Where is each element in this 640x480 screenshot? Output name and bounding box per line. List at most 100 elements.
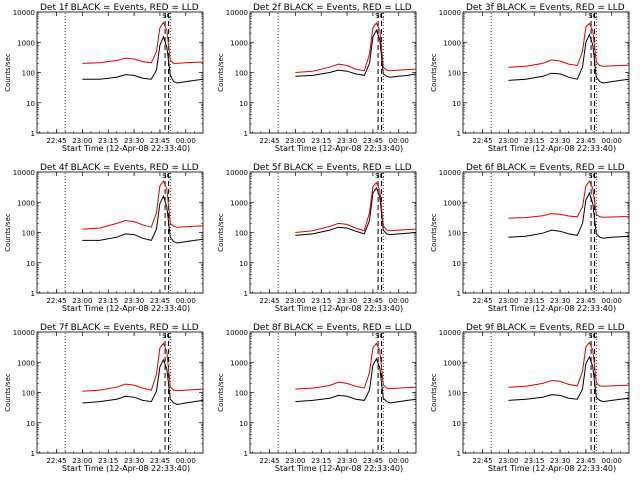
series-line-events bbox=[295, 28, 417, 78]
x-tick-label: 23:30 bbox=[337, 297, 357, 305]
y-axis-label: Counts/sec bbox=[4, 53, 12, 92]
panel-title: Det 9f BLACK = Events, RED = LLD bbox=[466, 323, 625, 333]
x-axis-label: Start Time (12-Apr-08 22:33:40) bbox=[488, 464, 616, 473]
series-line-lld bbox=[82, 342, 204, 392]
panel-title: Det 7f BLACK = Events, RED = LLD bbox=[40, 323, 199, 333]
series-line-lld bbox=[295, 342, 417, 390]
plot-frame bbox=[36, 171, 204, 294]
x-tick-label: 00:00 bbox=[176, 137, 196, 145]
series-line-events bbox=[508, 355, 630, 403]
x-tick-label: 23:30 bbox=[124, 137, 144, 145]
y-tick-label: 1000 bbox=[443, 359, 461, 367]
x-tick-label: 23:00 bbox=[72, 457, 92, 465]
y-tick-label: 1 bbox=[31, 450, 35, 458]
marker-label: SC bbox=[375, 332, 384, 340]
x-tick-label: 22:45 bbox=[259, 297, 279, 305]
x-tick-label: 00:00 bbox=[602, 297, 622, 305]
plot-frame bbox=[249, 331, 417, 454]
x-axis-label: Start Time (12-Apr-08 22:33:40) bbox=[488, 304, 616, 313]
y-tick-label: 100 bbox=[22, 230, 35, 238]
panel-title: Det 4f BLACK = Events, RED = LLD bbox=[40, 163, 199, 173]
series-line-lld bbox=[508, 341, 630, 388]
x-axis-label: Start Time (12-Apr-08 22:33:40) bbox=[275, 464, 403, 473]
series-line-lld bbox=[82, 21, 204, 64]
y-axis-label: Counts/sec bbox=[4, 213, 12, 252]
y-tick-label: 100 bbox=[235, 390, 248, 398]
x-tick-label: 23:30 bbox=[124, 297, 144, 305]
y-tick-label: 10000 bbox=[226, 9, 248, 17]
x-tick-label: 23:15 bbox=[311, 457, 331, 465]
y-tick-label: 100 bbox=[448, 70, 461, 78]
x-tick-label: 23:30 bbox=[337, 137, 357, 145]
detector-panel-4: Det 4f BLACK = Events, RED = LLD 1 10 100 10… bbox=[4, 163, 204, 313]
y-tick-label: 1000 bbox=[17, 199, 35, 207]
x-tick-label: 23:00 bbox=[498, 297, 518, 305]
x-tick-label: 23:30 bbox=[337, 457, 357, 465]
x-tick-label: 23:00 bbox=[498, 457, 518, 465]
detector-panel-2: Det 2f BLACK = Events, RED = LLD 1 10 100 10… bbox=[217, 3, 417, 153]
y-tick-label: 100 bbox=[22, 70, 35, 78]
marker-label: SC bbox=[162, 172, 171, 180]
y-tick-label: 10000 bbox=[226, 329, 248, 337]
y-tick-label: 10000 bbox=[13, 9, 35, 17]
y-tick-label: 10 bbox=[452, 260, 461, 268]
y-tick-label: 1000 bbox=[443, 199, 461, 207]
series-line-lld bbox=[508, 180, 630, 219]
x-tick-label: 23:30 bbox=[550, 457, 570, 465]
plot-frame bbox=[462, 11, 630, 134]
y-axis-label: Counts/sec bbox=[430, 53, 438, 92]
y-axis-label: Counts/sec bbox=[4, 373, 12, 412]
y-tick-label: 1 bbox=[244, 290, 248, 298]
plot-frame bbox=[462, 331, 630, 454]
y-tick-label: 100 bbox=[235, 230, 248, 238]
series-line-lld bbox=[295, 22, 417, 73]
y-tick-label: 1 bbox=[457, 450, 461, 458]
y-tick-label: 10000 bbox=[13, 169, 35, 177]
y-axis-label: Counts/sec bbox=[217, 373, 225, 412]
x-tick-label: 23:45 bbox=[576, 137, 596, 145]
y-tick-label: 100 bbox=[22, 390, 35, 398]
detector-panel-3: Det 3f BLACK = Events, RED = LLD 1 10 100 10… bbox=[430, 3, 630, 153]
panel-title: Det 1f BLACK = Events, RED = LLD bbox=[40, 3, 199, 13]
x-tick-label: 23:45 bbox=[576, 457, 596, 465]
x-tick-label: 23:15 bbox=[524, 297, 544, 305]
plot-frame bbox=[249, 171, 417, 294]
plot-frame bbox=[36, 331, 204, 454]
x-axis-label: Start Time (12-Apr-08 22:33:40) bbox=[488, 144, 616, 153]
x-axis-label: Start Time (12-Apr-08 22:33:40) bbox=[62, 144, 190, 153]
plot-frame bbox=[36, 11, 204, 134]
series-line-lld bbox=[508, 22, 630, 68]
y-tick-label: 1000 bbox=[17, 359, 35, 367]
panel-title: Det 5f BLACK = Events, RED = LLD bbox=[253, 163, 412, 173]
y-tick-label: 1 bbox=[244, 130, 248, 138]
marker-label: SC bbox=[588, 172, 597, 180]
x-tick-label: 22:45 bbox=[472, 297, 492, 305]
series-line-lld bbox=[295, 181, 417, 233]
y-tick-label: 100 bbox=[448, 390, 461, 398]
x-tick-label: 23:15 bbox=[98, 137, 118, 145]
y-tick-label: 1000 bbox=[230, 199, 248, 207]
y-tick-label: 10 bbox=[239, 420, 248, 428]
x-tick-label: 00:00 bbox=[176, 297, 196, 305]
x-axis-label: Start Time (12-Apr-08 22:33:40) bbox=[275, 304, 403, 313]
x-tick-label: 22:45 bbox=[472, 137, 492, 145]
y-tick-label: 10 bbox=[452, 100, 461, 108]
x-tick-label: 23:15 bbox=[311, 137, 331, 145]
x-tick-label: 22:45 bbox=[259, 137, 279, 145]
panel-title: Det 3f BLACK = Events, RED = LLD bbox=[466, 3, 625, 13]
x-tick-label: 00:00 bbox=[389, 297, 409, 305]
x-tick-label: 23:15 bbox=[524, 137, 544, 145]
x-axis-label: Start Time (12-Apr-08 22:33:40) bbox=[275, 144, 403, 153]
x-tick-label: 00:00 bbox=[389, 137, 409, 145]
x-tick-label: 22:45 bbox=[46, 457, 66, 465]
panel-title: Det 6f BLACK = Events, RED = LLD bbox=[466, 163, 625, 173]
y-tick-label: 1000 bbox=[443, 39, 461, 47]
panel-title: Det 8f BLACK = Events, RED = LLD bbox=[253, 323, 412, 333]
x-tick-label: 00:00 bbox=[389, 457, 409, 465]
series-line-events bbox=[295, 357, 417, 404]
x-tick-label: 23:30 bbox=[550, 297, 570, 305]
y-tick-label: 10000 bbox=[13, 329, 35, 337]
x-tick-label: 23:00 bbox=[72, 297, 92, 305]
y-tick-label: 1000 bbox=[230, 359, 248, 367]
x-tick-label: 22:45 bbox=[46, 137, 66, 145]
